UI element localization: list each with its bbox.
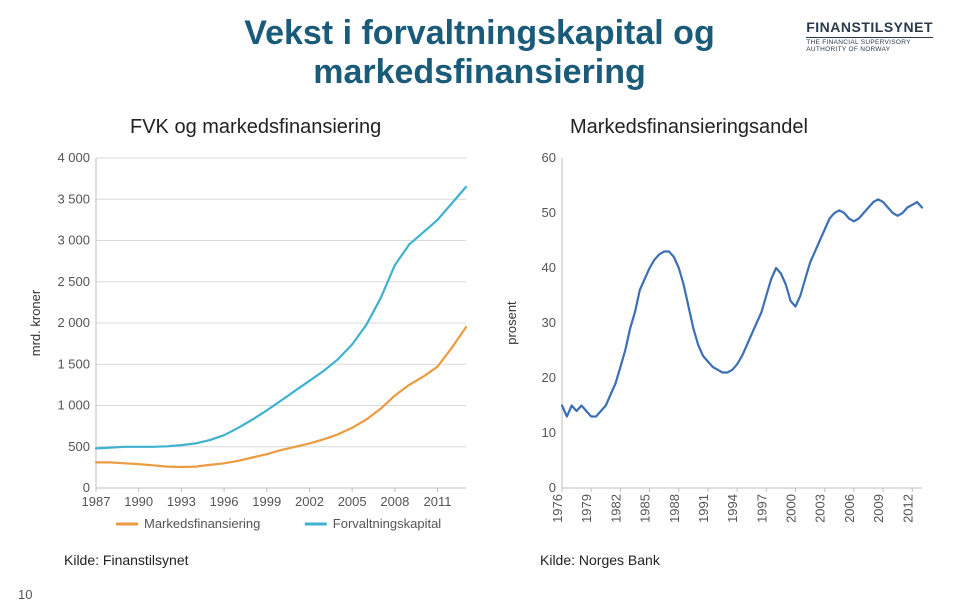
left-source: Kilde: Finanstilsynet [64, 552, 189, 568]
svg-text:prosent: prosent [504, 301, 519, 345]
svg-text:4 000: 4 000 [57, 150, 90, 165]
svg-text:3 000: 3 000 [57, 233, 90, 248]
svg-text:1985: 1985 [638, 494, 653, 523]
svg-text:2002: 2002 [295, 494, 324, 509]
svg-text:1993: 1993 [167, 494, 196, 509]
svg-text:1988: 1988 [667, 494, 682, 523]
svg-text:50: 50 [542, 205, 556, 220]
svg-text:2006: 2006 [842, 494, 857, 523]
svg-text:1994: 1994 [725, 494, 740, 523]
svg-text:1 500: 1 500 [57, 356, 90, 371]
left-chart: 0 500 1 000 1 500 2 000 2 500 3 000 3 500 4 000 1… [26, 148, 476, 548]
svg-text:1987: 1987 [82, 494, 111, 509]
svg-text:Markedsfinansiering: Markedsfinansiering [144, 516, 260, 531]
svg-text:2003: 2003 [813, 494, 828, 523]
svg-text:60: 60 [542, 150, 556, 165]
svg-text:1999: 1999 [252, 494, 281, 509]
svg-text:1996: 1996 [210, 494, 239, 509]
svg-text:1990: 1990 [124, 494, 153, 509]
svg-text:3 500: 3 500 [57, 191, 90, 206]
svg-text:1976: 1976 [550, 494, 565, 523]
svg-text:0: 0 [549, 480, 556, 495]
svg-text:1982: 1982 [608, 494, 623, 523]
title-line-2: markedsfinansiering [313, 53, 646, 91]
svg-text:1997: 1997 [754, 494, 769, 523]
svg-text:30: 30 [542, 315, 556, 330]
right-chart-title: Markedsfinansieringsandel [570, 116, 808, 139]
svg-text:2009: 2009 [871, 494, 886, 523]
slide: Vekst i forvaltningskapital og markedsfi… [0, 0, 959, 616]
right-source: Kilde: Norges Bank [540, 552, 660, 568]
svg-text:Forvaltningskapital: Forvaltningskapital [333, 516, 441, 531]
logo-main: FINANSTILSYNET [806, 20, 933, 38]
logo-sub-2: AUTHORITY OF NORWAY [806, 47, 933, 54]
title-line-1: Vekst i forvaltningskapital og [244, 14, 714, 52]
svg-text:20: 20 [542, 370, 556, 385]
svg-text:2011: 2011 [424, 494, 452, 509]
svg-text:1991: 1991 [696, 494, 711, 523]
page-number: 10 [18, 587, 32, 602]
svg-text:2012: 2012 [900, 494, 915, 523]
svg-text:0: 0 [83, 480, 90, 495]
svg-text:mrd. kroner: mrd. kroner [28, 289, 43, 356]
svg-text:2 000: 2 000 [57, 315, 90, 330]
left-chart-title: FVK og markedsfinansiering [130, 116, 381, 139]
right-chart: 0 10 20 30 40 50 60 1976 1979 1982 1985 1988 1991 199… [502, 148, 934, 548]
svg-text:2 500: 2 500 [57, 274, 90, 289]
svg-text:10: 10 [542, 425, 556, 440]
svg-text:500: 500 [68, 439, 90, 454]
svg-text:1 000: 1 000 [57, 398, 90, 413]
svg-text:40: 40 [542, 260, 556, 275]
svg-text:2000: 2000 [784, 494, 799, 523]
svg-text:2008: 2008 [380, 494, 409, 509]
svg-text:2005: 2005 [338, 494, 367, 509]
logo: FINANSTILSYNET THE FINANCIAL SUPERVISORY… [806, 20, 933, 53]
svg-text:1979: 1979 [579, 494, 594, 523]
